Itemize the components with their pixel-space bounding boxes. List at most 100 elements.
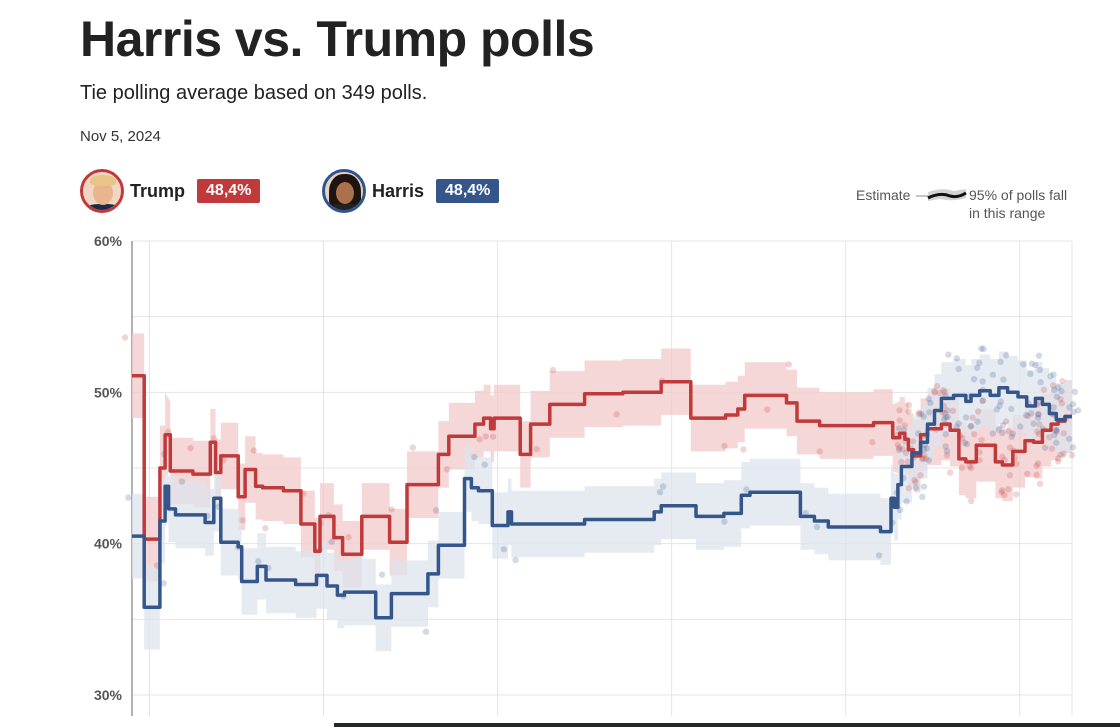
harris-poll-dot: [940, 415, 948, 423]
harris-poll-dot: [976, 359, 983, 367]
trump-poll-dot: [915, 409, 923, 417]
harris-poll-dot: [1035, 352, 1043, 359]
harris-poll-dot: [942, 414, 950, 421]
trump-poll-dot: [210, 435, 218, 442]
trump-band: [132, 333, 1072, 588]
trump-poll-dot: [1053, 428, 1060, 435]
trump-poll-dot: [1013, 460, 1020, 468]
harris-poll-dot: [943, 447, 951, 455]
harris-poll-dot: [1053, 393, 1061, 400]
trump-poll-dot: [936, 389, 943, 397]
harris-poll-dot: [1037, 379, 1044, 386]
trump-poll-dot: [1040, 386, 1048, 393]
trump-poll-dot: [721, 442, 728, 450]
trump-poll-dot: [1048, 445, 1056, 452]
trump-value-badge: 48,4%: [197, 179, 261, 203]
trump-poll-dot: [940, 387, 947, 394]
trump-poll-dot: [959, 435, 966, 442]
harris-poll-dot: [1050, 371, 1057, 378]
harris-poll-dot: [920, 413, 927, 420]
harris-poll-dot: [920, 483, 928, 490]
harris-poll-dot: [1069, 401, 1077, 408]
harris-poll-dot: [656, 488, 664, 496]
trump-poll-dot: [898, 458, 905, 466]
trump-poll-dot: [943, 452, 951, 459]
harris-poll-dot: [962, 414, 970, 421]
harris-poll-dot: [944, 413, 951, 421]
harris-poll-dot: [989, 430, 997, 437]
y-tick-label: 30%: [94, 687, 123, 703]
trump-poll-dot: [740, 446, 747, 453]
harris-candidate: Harris 48,4%: [322, 168, 500, 214]
trump-poll-dot: [1034, 460, 1042, 467]
harris-band: [132, 351, 1072, 652]
trump-poll-dot: [1054, 455, 1062, 462]
harris-poll-dot: [980, 345, 987, 353]
trump-poll-dot: [121, 334, 129, 341]
harris-poll-dot: [973, 364, 981, 372]
harris-poll-dot: [659, 483, 667, 490]
trump-poll-dot: [931, 387, 938, 395]
harris-poll-dot: [903, 498, 910, 505]
harris-poll-dot: [953, 423, 960, 430]
harris-poll-dot: [1047, 372, 1054, 380]
trump-poll-dot: [922, 455, 930, 462]
trump-poll-dot: [966, 463, 973, 470]
harris-poll-dot: [1041, 444, 1049, 451]
trump-poll-dot: [911, 476, 918, 484]
legend-range-icon: [916, 189, 967, 201]
harris-poll-dot: [955, 420, 962, 427]
harris-poll-dot: [925, 457, 933, 464]
trump-poll-dot: [482, 433, 489, 440]
trump-poll-dot: [894, 441, 901, 448]
trump-poll-dot: [901, 422, 908, 429]
trump-poll-dot: [968, 497, 975, 505]
harris-poll-dot: [997, 358, 1004, 366]
harris-poll-dot: [1070, 408, 1077, 416]
harris-poll-dot: [743, 486, 750, 493]
trump-poll-dot: [1050, 382, 1057, 389]
trump-poll-dot: [912, 478, 919, 486]
trump-poll-dot: [1060, 430, 1068, 437]
trump-poll-dot: [941, 388, 948, 396]
bottom-bar: [334, 723, 1120, 727]
harris-poll-dot: [917, 410, 925, 418]
legend-range-line1: 95% of polls fall: [969, 187, 1068, 203]
trump-poll-dot: [1057, 396, 1064, 403]
harris-poll-dot: [255, 558, 262, 565]
harris-poll-dot: [999, 429, 1006, 437]
harris-poll-dot: [125, 494, 132, 501]
harris-poll-dot: [1053, 439, 1060, 446]
harris-poll-dot: [1030, 420, 1037, 427]
trump-poll-dot: [958, 464, 966, 471]
trump-poll-dot: [978, 436, 985, 444]
harris-poll-dot: [945, 351, 952, 358]
trump-poll-dot: [489, 433, 497, 440]
harris-poll-dot: [1066, 404, 1073, 411]
harris-poll-dot: [875, 552, 883, 559]
series-lines: [132, 373, 1072, 620]
harris-poll-dot: [1053, 426, 1060, 434]
legend-estimate-label: Estimate: [856, 187, 911, 203]
harris-poll-dot: [1008, 433, 1015, 440]
harris-poll-dot: [955, 365, 962, 373]
trump-poll-dot: [187, 444, 194, 452]
trump-poll-dot: [613, 411, 620, 418]
harris-poll-dot: [1009, 430, 1016, 437]
trump-poll-dot: [941, 409, 949, 417]
y-tick-label: 60%: [94, 233, 123, 249]
harris-poll-dot: [944, 407, 951, 414]
harris-poll-dot: [1058, 387, 1065, 395]
trump-poll-dot: [1036, 421, 1043, 428]
trump-poll-dot: [443, 466, 451, 473]
harris-poll-dot: [1065, 435, 1073, 443]
harris-poll-dot: [920, 446, 928, 453]
trump-poll-dot: [476, 436, 483, 443]
trump-poll-dot: [905, 408, 912, 415]
trump-poll-dot: [250, 447, 258, 454]
harris-name: Harris: [372, 180, 425, 201]
harris-poll-dot: [996, 402, 1003, 409]
harris-poll-dot: [432, 507, 440, 514]
harris-poll-dot: [1027, 410, 1035, 417]
trump-poll-dot: [869, 439, 876, 446]
